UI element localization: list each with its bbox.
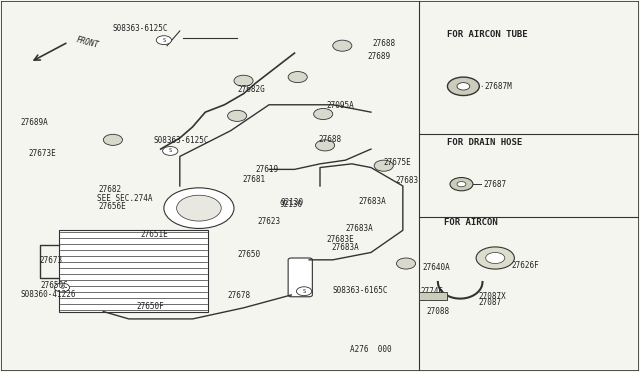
Text: 27688: 27688	[319, 135, 342, 144]
Text: 27683E: 27683E	[326, 235, 354, 244]
Text: 27681: 27681	[243, 175, 266, 184]
Text: S08360-41226: S08360-41226	[20, 290, 76, 299]
Text: 27683A: 27683A	[332, 243, 359, 251]
Text: 27689: 27689	[368, 52, 391, 61]
Text: 27087X: 27087X	[478, 292, 506, 301]
Text: 27687M: 27687M	[484, 82, 512, 91]
Circle shape	[288, 71, 307, 83]
Circle shape	[447, 77, 479, 96]
Text: S: S	[168, 148, 172, 153]
FancyBboxPatch shape	[288, 258, 312, 297]
Text: 27683A: 27683A	[358, 198, 386, 206]
Circle shape	[486, 253, 505, 263]
Text: FRONT: FRONT	[75, 35, 99, 50]
Text: 27650F: 27650F	[136, 302, 164, 311]
Circle shape	[314, 109, 333, 119]
Text: 27678: 27678	[228, 291, 251, 300]
Circle shape	[296, 287, 312, 296]
Circle shape	[396, 258, 415, 269]
Text: S08363-6125C: S08363-6125C	[113, 24, 168, 33]
FancyBboxPatch shape	[419, 292, 447, 301]
Text: 27689A: 27689A	[20, 118, 48, 127]
Circle shape	[457, 182, 466, 187]
Circle shape	[234, 75, 253, 86]
Circle shape	[164, 188, 234, 228]
Text: 92130: 92130	[280, 198, 303, 207]
Text: A276  000: A276 000	[350, 345, 392, 354]
Text: 27675E: 27675E	[384, 158, 412, 167]
Text: 27623: 27623	[257, 217, 281, 226]
Text: S08363-6125C: S08363-6125C	[153, 136, 209, 145]
Circle shape	[156, 36, 172, 45]
Circle shape	[333, 40, 352, 51]
Text: 27688: 27688	[372, 39, 396, 48]
Text: 27640A: 27640A	[422, 263, 450, 272]
Text: S08363-6165C: S08363-6165C	[333, 286, 388, 295]
Text: 27683: 27683	[395, 176, 419, 185]
Text: 27682G: 27682G	[237, 85, 265, 94]
Circle shape	[177, 195, 221, 221]
FancyBboxPatch shape	[59, 230, 209, 311]
Text: S: S	[60, 285, 63, 290]
Text: 27651E: 27651E	[140, 230, 168, 239]
Text: 27673: 27673	[40, 256, 63, 265]
Circle shape	[450, 177, 473, 191]
Text: FOR AIRCON: FOR AIRCON	[444, 218, 498, 227]
Text: 27650C: 27650C	[41, 280, 68, 289]
Circle shape	[457, 83, 470, 90]
Text: 27095A: 27095A	[326, 102, 354, 110]
Text: 27087: 27087	[478, 298, 501, 307]
Circle shape	[374, 160, 394, 171]
Circle shape	[163, 147, 178, 155]
Circle shape	[228, 110, 246, 121]
Text: 27088: 27088	[426, 307, 449, 316]
Circle shape	[476, 247, 515, 269]
Text: 27656E: 27656E	[99, 202, 126, 211]
Text: 27683A: 27683A	[346, 224, 373, 233]
Text: 27650: 27650	[237, 250, 260, 259]
Text: 27673E: 27673E	[28, 150, 56, 158]
Text: 27682: 27682	[99, 185, 122, 194]
Text: SEE SEC.274A: SEE SEC.274A	[97, 194, 152, 203]
Text: FOR DRAIN HOSE: FOR DRAIN HOSE	[447, 138, 523, 147]
Text: 92130: 92130	[280, 201, 303, 209]
Text: S: S	[163, 38, 166, 43]
Text: 27626F: 27626F	[511, 261, 539, 270]
Text: 27088M: 27088M	[420, 294, 448, 303]
Text: 27619: 27619	[255, 165, 278, 174]
Text: 27746: 27746	[420, 288, 443, 296]
Text: 27687: 27687	[483, 180, 506, 189]
Circle shape	[316, 140, 335, 151]
Text: FOR AIRCON TUBE: FOR AIRCON TUBE	[447, 30, 528, 39]
Circle shape	[103, 134, 122, 145]
Circle shape	[54, 283, 70, 292]
Text: S: S	[303, 289, 306, 294]
